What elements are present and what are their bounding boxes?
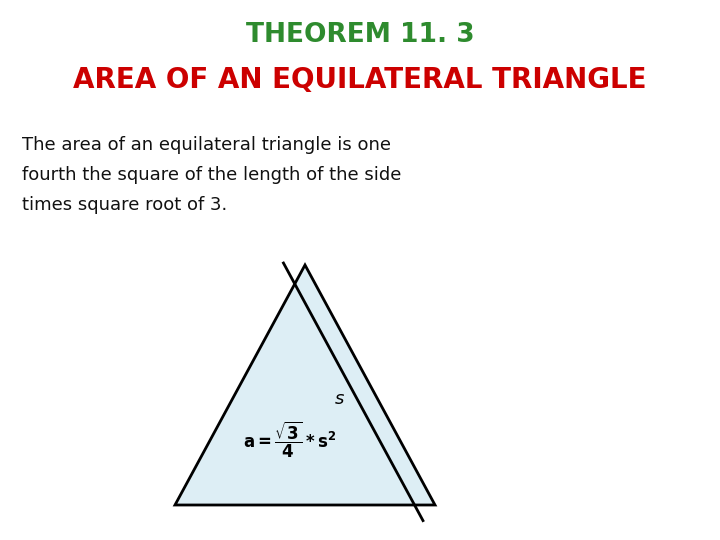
Polygon shape [175, 265, 435, 505]
Text: s: s [335, 390, 344, 408]
Text: fourth the square of the length of the side: fourth the square of the length of the s… [22, 166, 401, 184]
Text: THEOREM 11. 3: THEOREM 11. 3 [246, 22, 474, 48]
Text: times square root of 3.: times square root of 3. [22, 196, 228, 214]
Text: AREA OF AN EQUILATERAL TRIANGLE: AREA OF AN EQUILATERAL TRIANGLE [73, 66, 647, 94]
Text: $\mathbf{a = \dfrac{\sqrt{3}}{4} * s^2}$: $\mathbf{a = \dfrac{\sqrt{3}}{4} * s^2}$ [243, 420, 337, 460]
Text: The area of an equilateral triangle is one: The area of an equilateral triangle is o… [22, 136, 391, 154]
